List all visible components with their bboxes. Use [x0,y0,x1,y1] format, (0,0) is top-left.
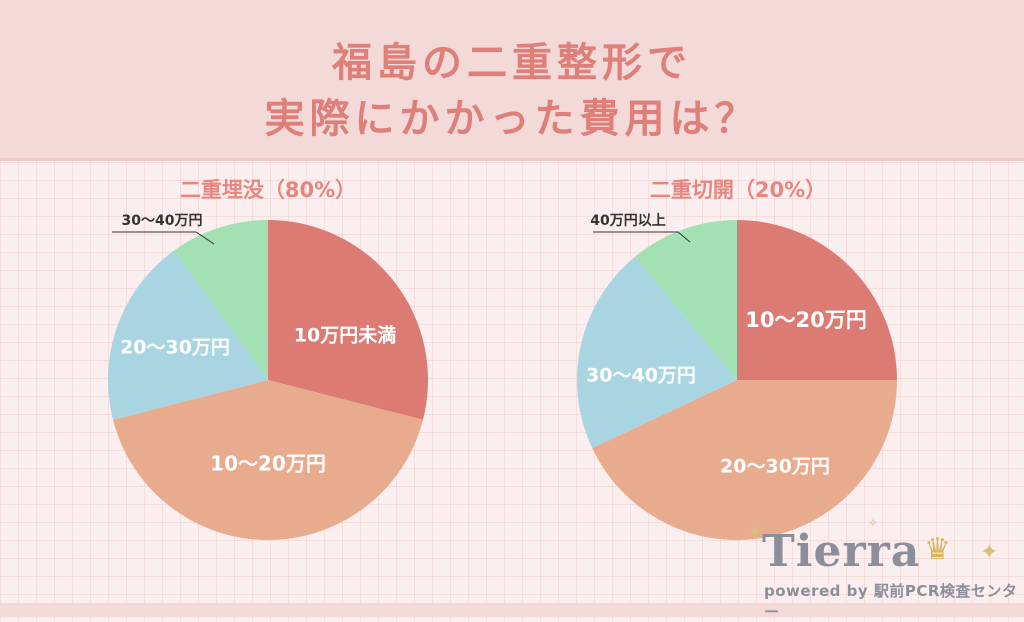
sparkle-icon: ✦ [980,540,999,565]
pie-label-1-2: 30〜40万円 [586,365,696,387]
callout-line-1-3 [593,231,691,243]
page-title-line2: 実際にかかった費用は？ [264,96,760,142]
pie-slice-1-1 [592,380,897,541]
pie-label-1-3: 40万円以上 [590,213,665,229]
sparkle-icon: ✧ [868,516,879,530]
chart-title-left: 二重埋没（80%） [179,178,357,202]
pie-slice-0-1 [113,380,423,540]
header-banner: 福島の二重整形で 実際にかかった費用は？ [0,0,1024,161]
pie-label-1-0: 10〜20万円 [745,308,866,332]
pie-slice-1-0 [737,220,897,380]
crown-icon: ♛ [924,532,951,567]
pie-slice-0-2 [107,250,268,420]
pie-label-0-0: 10万円未満 [294,324,396,347]
chart-title-right: 二重切開（20%） [649,178,827,202]
pie-slice-1-3 [635,220,737,380]
pie-label-0-3: 30〜40万円 [122,213,203,229]
pie-label-0-2: 20〜30万円 [120,337,230,359]
footer-strip [0,603,1024,617]
tierra-logo: ✦ ✦ ✧ Tierra ♛ powered by 駅前PCR検査センター [748,516,1020,621]
pie-label-0-1: 10〜20万円 [210,452,326,476]
page-title-line1: 福島の二重整形で [332,40,692,86]
sparkle-icon: ✦ [748,522,764,543]
logo-wordmark: Tierra [762,526,921,577]
pie-slice-0-0 [268,220,428,420]
logo-tagline: powered by 駅前PCR検査センター [764,582,1018,621]
pie-slice-0-3 [173,220,268,380]
pie-label-1-1: 20〜30万円 [720,456,830,478]
callout-line-0-3 [112,231,215,245]
pie-slice-1-2 [577,256,737,449]
